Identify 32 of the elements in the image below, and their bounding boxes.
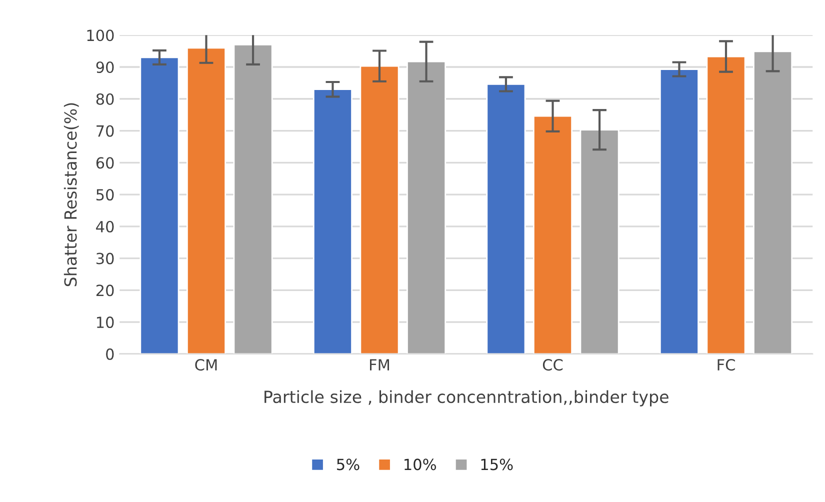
y-tick-label: 100	[87, 30, 114, 42]
x-tick-label: CM	[195, 359, 217, 371]
bar	[233, 44, 273, 354]
bar	[753, 50, 793, 354]
x-axis-title: Particle size , binder concenntration,,binder type	[264, 390, 668, 406]
bar	[706, 56, 746, 354]
y-tick-label: 50	[96, 188, 114, 201]
y-tick-label: 90	[96, 61, 114, 74]
x-tick-label: FM	[370, 359, 389, 370]
bar	[186, 47, 226, 354]
y-tick-label: 10	[97, 316, 114, 328]
y-tick-label: 60	[96, 157, 114, 169]
bar	[360, 65, 400, 354]
y-tick-label: 40	[96, 220, 114, 232]
bar	[580, 129, 620, 354]
bar	[312, 88, 352, 354]
bar	[406, 60, 446, 354]
legend-label: 15%	[481, 458, 513, 470]
x-tick-label: CC	[542, 359, 563, 371]
bar	[532, 115, 572, 354]
y-tick-label: 0	[106, 348, 114, 360]
bar	[140, 56, 180, 354]
y-tick-label: 30	[96, 252, 114, 264]
y-tick-label: 70	[96, 125, 114, 137]
legend-label: 5%	[337, 458, 360, 470]
bar	[486, 84, 526, 354]
y-axis-title: Shatter Resistance(%)	[64, 103, 79, 286]
bar	[659, 68, 699, 354]
y-tick-label: 80	[96, 93, 114, 105]
legend-label: 10%	[404, 458, 436, 470]
y-tick-label: 20	[96, 284, 114, 296]
x-tick-label: FC	[718, 359, 735, 371]
